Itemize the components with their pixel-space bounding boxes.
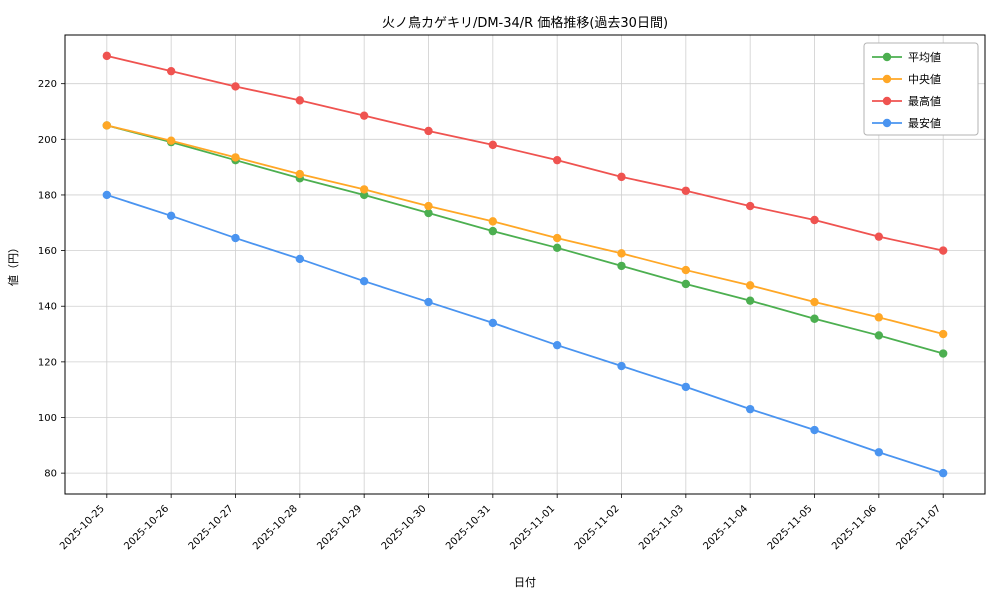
series-marker-median <box>681 265 691 275</box>
legend-marker-average <box>882 52 892 62</box>
y-tick-label: 200 <box>38 135 57 146</box>
series-marker-average <box>745 296 755 305</box>
series-marker-average <box>681 279 691 289</box>
series-marker-median <box>166 136 176 145</box>
series-marker-max <box>359 111 369 120</box>
x-tick-label: 2025-10-27 <box>187 503 236 552</box>
y-tick-label: 120 <box>38 357 57 368</box>
series-marker-average <box>424 208 433 218</box>
series-marker-max <box>552 155 562 165</box>
legend-label-average: 平均値 <box>908 51 941 64</box>
series-marker-average <box>874 331 884 340</box>
y-tick-label: 180 <box>38 190 57 201</box>
y-tick-label: 140 <box>38 302 57 313</box>
series-marker-median <box>424 201 433 211</box>
series-marker-min <box>488 318 498 328</box>
y-tick-label: 80 <box>44 469 57 480</box>
chart-title: 火ノ鳥カゲキリ/DM-34/R 価格推移(過去30日間) <box>382 15 668 31</box>
series-marker-max <box>166 66 176 76</box>
series-line-average <box>106 124 944 355</box>
series-marker-median <box>810 297 819 307</box>
x-tick-label: 2025-11-03 <box>637 503 686 552</box>
series-marker-max <box>938 246 948 255</box>
series-marker-average <box>552 243 562 253</box>
series-marker-min <box>681 382 691 392</box>
chart-plot-area: 80 100 120 140 160 180 200 220 2025-10-25 2025-10… <box>38 34 986 552</box>
series-marker-average <box>938 349 948 358</box>
series-marker-min <box>874 448 884 457</box>
y-tick-label: 160 <box>38 246 57 257</box>
x-tick-label: 2025-10-28 <box>251 503 300 552</box>
plot-frame <box>64 34 986 495</box>
series-marker-max <box>810 215 819 225</box>
series-line-median <box>106 124 944 335</box>
x-tick-label: 2025-11-06 <box>830 503 879 552</box>
series-marker-max <box>745 201 755 211</box>
x-tick-label: 2025-11-05 <box>766 503 815 552</box>
series-marker-average <box>617 261 626 271</box>
x-tick-label: 2025-11-07 <box>894 503 943 552</box>
series-marker-min <box>424 297 433 307</box>
series-line-max <box>106 54 944 252</box>
series-marker-max <box>424 126 433 136</box>
legend-label-min: 最安値 <box>908 116 941 130</box>
series-marker-min <box>938 468 948 478</box>
series-marker-min <box>231 233 240 243</box>
series-marker-average <box>810 314 819 323</box>
series-marker-max <box>617 172 626 182</box>
series-marker-median <box>359 185 369 194</box>
y-tick-label: 220 <box>38 79 57 90</box>
series-marker-median <box>874 313 884 322</box>
series-marker-min <box>552 340 562 350</box>
x-tick-label: 2025-11-04 <box>701 503 750 552</box>
x-tick-label: 2025-11-01 <box>508 503 557 552</box>
series-marker-min <box>617 361 626 371</box>
series-marker-max <box>681 186 691 195</box>
legend-label-median: 中央値 <box>908 73 941 86</box>
legend-label-max: 最高値 <box>908 94 941 108</box>
legend <box>863 42 979 136</box>
series-marker-min <box>359 276 369 286</box>
series-marker-median <box>552 233 562 243</box>
series-marker-median <box>295 169 305 179</box>
x-tick-label: 2025-10-25 <box>58 503 107 552</box>
x-tick-label: 2025-10-31 <box>444 503 493 552</box>
series-marker-median <box>231 153 240 162</box>
series-marker-min <box>166 211 176 221</box>
series-marker-min <box>295 254 305 264</box>
legend-marker-min <box>882 118 892 128</box>
series-marker-max <box>102 51 112 61</box>
series-marker-max <box>874 232 884 241</box>
series-marker-median <box>745 281 755 290</box>
series-marker-min <box>745 404 755 414</box>
series-marker-min <box>102 190 112 200</box>
x-tick-label: 2025-10-30 <box>380 503 429 552</box>
legend-marker-max <box>882 96 892 106</box>
x-axis-label: 日付 <box>514 576 536 589</box>
series-marker-min <box>810 425 819 435</box>
y-tick-label: 100 <box>38 413 57 424</box>
x-tick-label: 2025-11-02 <box>573 503 622 552</box>
y-axis-label: 値（円） <box>7 242 20 286</box>
x-tick-label: 2025-10-26 <box>122 503 171 552</box>
series-marker-median <box>938 329 948 339</box>
legend-marker-median <box>882 74 892 84</box>
x-tick-label: 2025-10-29 <box>315 503 364 552</box>
series-marker-average <box>488 226 498 236</box>
series-marker-median <box>102 121 112 130</box>
series-marker-median <box>617 249 626 258</box>
series-marker-max <box>231 82 240 91</box>
series-marker-median <box>488 217 498 226</box>
series-marker-max <box>488 140 498 150</box>
series-marker-max <box>295 96 305 105</box>
series-line-min <box>106 194 944 474</box>
